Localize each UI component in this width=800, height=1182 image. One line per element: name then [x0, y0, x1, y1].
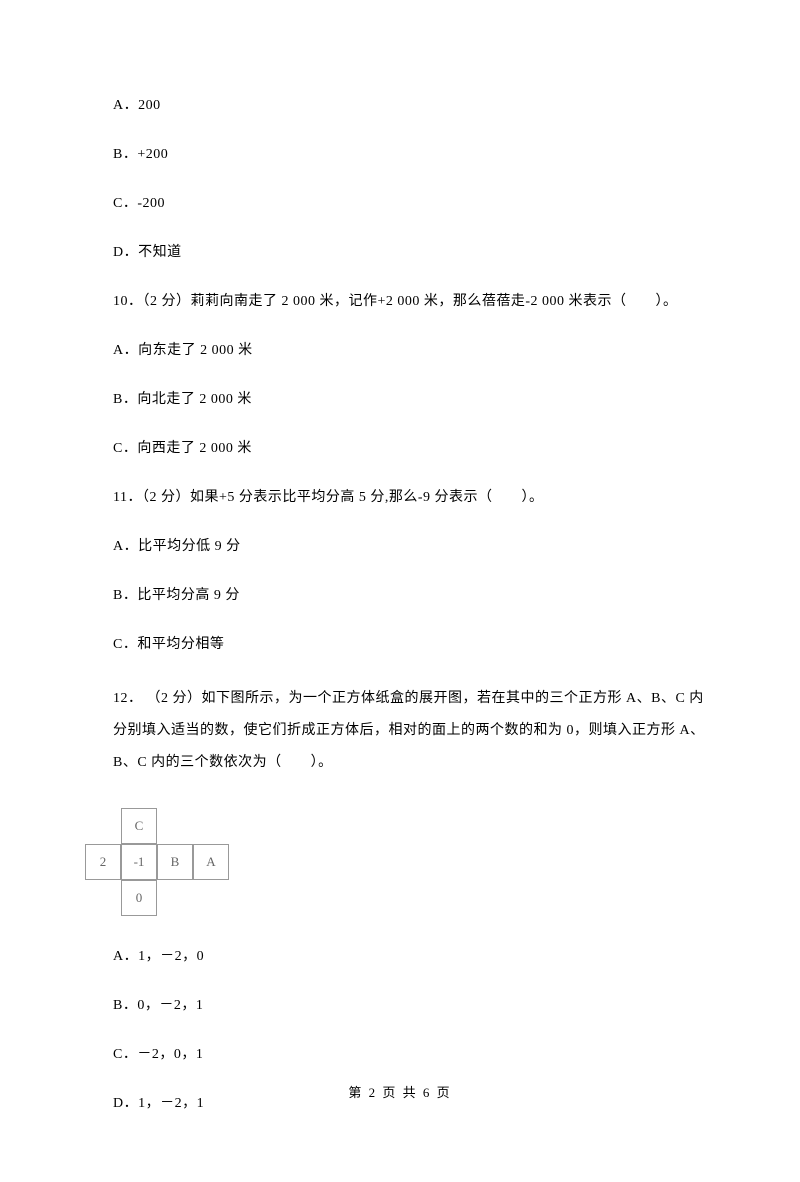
page-footer: 第 2 页 共 6 页: [0, 1083, 800, 1103]
cell-c: C: [121, 808, 157, 844]
q12-option-a: A．1，－2，0: [85, 946, 715, 967]
q11-option-c: C．和平均分相等: [85, 634, 715, 655]
cell-a: A: [193, 844, 229, 880]
q9-option-c: C．-200: [85, 193, 715, 214]
q12-option-b: B．0，－2，1: [85, 995, 715, 1016]
q10-stem: 10．（2 分）莉莉向南走了 2 000 米，记作+2 000 米，那么蓓蓓走-…: [85, 291, 715, 312]
q11-option-a: A．比平均分低 9 分: [85, 536, 715, 557]
q10-option-a: A．向东走了 2 000 米: [85, 340, 715, 361]
cell-b: B: [157, 844, 193, 880]
q11-stem: 11．（2 分）如果+5 分表示比平均分高 5 分,那么-9 分表示（ ）。: [85, 487, 715, 508]
q11-option-b: B．比平均分高 9 分: [85, 585, 715, 606]
q9-option-b: B．+200: [85, 144, 715, 165]
q9-option-a: A．200: [85, 95, 715, 116]
q10-option-b: B．向北走了 2 000 米: [85, 389, 715, 410]
cell-neg1: -1: [121, 844, 157, 880]
cube-net-diagram: C 2 -1 B A 0: [85, 808, 715, 918]
q10-option-c: C．向西走了 2 000 米: [85, 438, 715, 459]
page-content: A．200 B．+200 C．-200 D．不知道 10．（2 分）莉莉向南走了…: [0, 0, 800, 1182]
q9-option-d: D．不知道: [85, 242, 715, 263]
q12-stem-text: 12． （2 分）如下图所示，为一个正方体纸盒的展开图，若在其中的三个正方形 A…: [113, 691, 705, 770]
q12-option-c: C．－2，0，1: [85, 1044, 715, 1065]
cell-2: 2: [85, 844, 121, 880]
cell-0: 0: [121, 880, 157, 916]
q12-stem: 12． （2 分）如下图所示，为一个正方体纸盒的展开图，若在其中的三个正方形 A…: [85, 683, 715, 780]
